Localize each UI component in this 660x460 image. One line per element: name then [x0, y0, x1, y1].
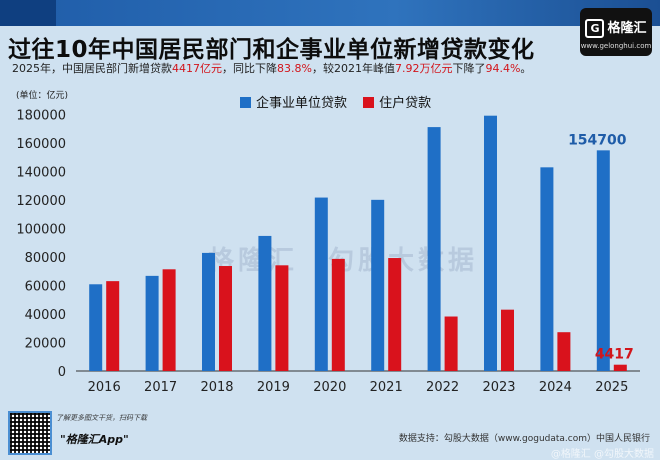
bar-corporate	[596, 150, 610, 371]
data-source: 数据支持：勾股大数据（www.gogudata.com）中国人民银行	[398, 434, 650, 444]
subtitle-highlight: 4417亿元	[172, 62, 222, 75]
bar-household	[444, 316, 458, 371]
chart-title: 过往10年中国居民部门和企事业单位新增贷款变化	[8, 37, 535, 63]
subtitle-part: 下降了	[452, 62, 486, 75]
bar-corporate	[540, 167, 554, 371]
bar-household	[331, 258, 345, 371]
brand-logo-icon: G	[585, 19, 605, 38]
x-tick-label: 2024	[539, 380, 572, 395]
data-label: 4417	[595, 347, 634, 363]
brand-name: 格隆汇	[607, 21, 647, 36]
bar-corporate	[145, 275, 159, 371]
subtitle-part: 2025年，中国居民部门新增贷款	[12, 62, 172, 75]
header-accent	[0, 0, 56, 26]
footer: 了解更多图文干货，扫码下载 "格隆汇App" 数据支持：勾股大数据（www.go…	[0, 405, 660, 460]
x-tick-label: 2025	[595, 380, 628, 395]
bottom-watermark: @格隆汇 @勾股大数据	[550, 449, 654, 460]
x-tick-label: 2016	[88, 380, 121, 395]
x-tick-label: 2020	[313, 380, 346, 395]
legend-item-household: 住户贷款	[363, 96, 431, 111]
brand-logo: G 格隆汇	[585, 17, 647, 38]
y-tick-label: 180000	[16, 108, 66, 123]
legend-label: 企事业单位贷款	[256, 96, 348, 111]
bar-household	[501, 309, 514, 371]
subtitle-part: ，较2021年峰值	[311, 62, 395, 75]
bar-household	[106, 281, 120, 371]
brand-logo-box[interactable]: G 格隆汇 www.gelonghui.com	[580, 8, 652, 56]
subtitle-part: ，同比下降	[222, 62, 277, 75]
brand-url: www.gelonghui.com	[580, 42, 652, 50]
x-tick-label: 2023	[482, 380, 515, 395]
subtitle-highlight: 94.4%	[485, 62, 521, 75]
subtitle-highlight: 83.8%	[277, 62, 312, 75]
x-tick-label: 2018	[200, 380, 233, 395]
bar-corporate	[371, 199, 385, 371]
chart-legend: 企事业单位贷款 住户贷款	[240, 92, 443, 111]
bar-household	[388, 258, 402, 371]
bar-corporate	[427, 127, 441, 371]
bar-household	[162, 269, 176, 371]
subtitle-part: 。	[520, 62, 532, 75]
chart-subtitle: 2025年，中国居民部门新增贷款4417亿元，同比下降83.8%，较2021年峰…	[12, 60, 531, 76]
bar-corporate	[202, 252, 215, 371]
promo-text: 了解更多图文干货，扫码下载	[56, 414, 147, 422]
bar-corporate	[484, 115, 497, 371]
bar-household	[275, 265, 289, 371]
y-tick-label: 100000	[16, 222, 66, 237]
legend-label: 住户贷款	[379, 96, 432, 111]
bar-household	[613, 364, 627, 371]
bar-household	[557, 332, 571, 371]
x-tick-label: 2019	[257, 380, 290, 395]
x-tick-label: 2021	[370, 380, 403, 395]
bar-corporate	[314, 197, 328, 371]
data-label: 154700	[568, 132, 627, 148]
subtitle-highlight: 7.92万亿元	[394, 62, 453, 75]
qr-code-icon[interactable]	[8, 411, 52, 455]
legend-item-corporate: 企事业单位贷款	[240, 96, 347, 111]
bar-household	[219, 266, 232, 371]
legend-swatch-corporate	[240, 97, 251, 108]
y-tick-label: 0	[58, 365, 66, 380]
y-tick-label: 160000	[16, 137, 66, 152]
x-tick-label: 2022	[426, 380, 459, 395]
y-tick-label: 80000	[25, 251, 66, 266]
bar-chart: 0 20000 40000 60000 80000 100000 120000 140000 1…	[16, 108, 640, 395]
header-bar	[0, 0, 660, 26]
legend-swatch-household	[363, 97, 375, 108]
y-tick-label: 140000	[16, 165, 66, 180]
app-name: "格隆汇App"	[60, 433, 129, 446]
y-tick-label: 60000	[25, 279, 66, 294]
bar-corporate	[258, 235, 272, 371]
y-tick-label: 20000	[25, 336, 66, 351]
x-tick-label: 2017	[144, 380, 177, 395]
y-tick-label: 40000	[25, 308, 66, 323]
y-tick-label: 120000	[16, 194, 66, 209]
y-axis-unit: (单位：亿元)	[16, 91, 69, 101]
bar-corporate	[89, 284, 103, 371]
